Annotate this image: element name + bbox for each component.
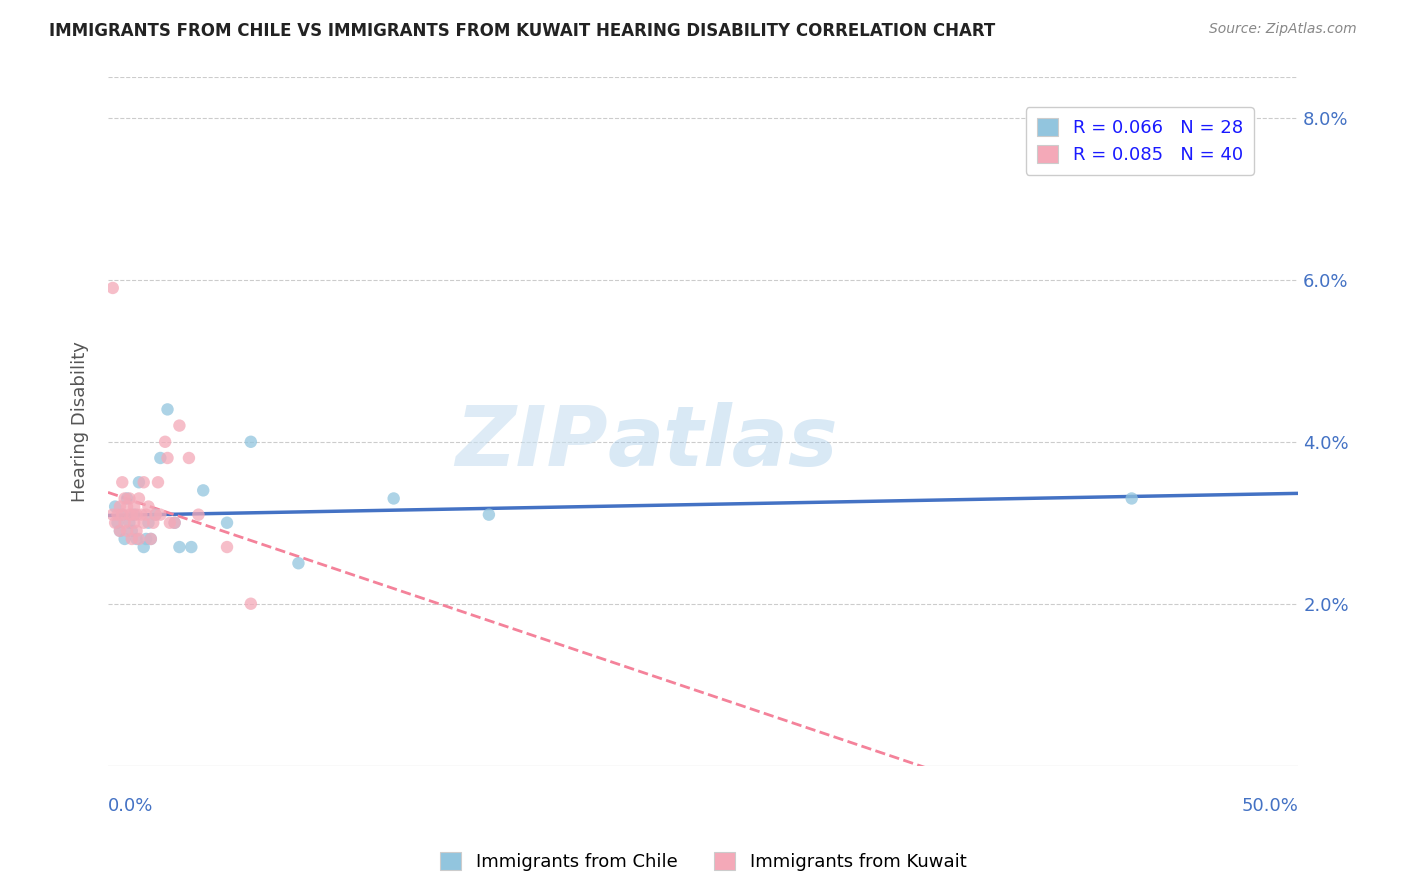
Point xyxy=(114,491,136,506)
Text: Source: ZipAtlas.com: Source: ZipAtlas.com xyxy=(1209,22,1357,37)
Point xyxy=(187,508,209,522)
Point xyxy=(115,500,138,514)
Point xyxy=(132,516,155,530)
Point xyxy=(128,491,150,506)
Point xyxy=(115,491,138,506)
Point xyxy=(108,524,131,538)
Point xyxy=(128,532,150,546)
Text: 0.0%: 0.0% xyxy=(108,797,153,814)
Point xyxy=(138,516,160,530)
Point xyxy=(239,597,262,611)
Point xyxy=(132,540,155,554)
Point xyxy=(121,532,143,546)
Point xyxy=(156,450,179,465)
Point xyxy=(156,402,179,417)
Point xyxy=(121,508,143,522)
Point xyxy=(149,450,172,465)
Point xyxy=(149,508,172,522)
Point xyxy=(111,508,134,522)
Point xyxy=(128,475,150,490)
Point xyxy=(118,491,141,506)
Point xyxy=(382,491,405,506)
Point xyxy=(107,508,129,522)
Point xyxy=(131,508,153,522)
Point xyxy=(125,532,148,546)
Point xyxy=(239,434,262,449)
Point xyxy=(145,508,167,522)
Y-axis label: Hearing Disability: Hearing Disability xyxy=(72,341,89,502)
Point xyxy=(111,475,134,490)
Legend: Immigrants from Chile, Immigrants from Kuwait: Immigrants from Chile, Immigrants from K… xyxy=(433,845,973,879)
Point xyxy=(287,556,309,570)
Point xyxy=(1121,491,1143,506)
Point xyxy=(122,516,145,530)
Point xyxy=(139,532,162,546)
Point xyxy=(478,508,501,522)
Point xyxy=(122,508,145,522)
Point xyxy=(101,281,124,295)
Point xyxy=(138,500,160,514)
Point xyxy=(139,532,162,546)
Point xyxy=(101,508,124,522)
Point xyxy=(111,508,134,522)
Text: ZIP: ZIP xyxy=(456,401,607,483)
Point xyxy=(180,540,202,554)
Point xyxy=(215,540,238,554)
Point xyxy=(104,516,127,530)
Point xyxy=(132,475,155,490)
Point xyxy=(142,516,165,530)
Point xyxy=(177,450,200,465)
Point xyxy=(114,532,136,546)
Point xyxy=(215,516,238,530)
Point xyxy=(104,500,127,514)
Point xyxy=(118,508,141,522)
Point xyxy=(114,516,136,530)
Point xyxy=(118,516,141,530)
Point xyxy=(107,516,129,530)
Point xyxy=(125,524,148,538)
Point xyxy=(122,500,145,514)
Point xyxy=(193,483,215,498)
Point xyxy=(163,516,186,530)
Text: atlas: atlas xyxy=(607,401,838,483)
Point xyxy=(153,434,176,449)
Point xyxy=(146,475,169,490)
Point xyxy=(115,524,138,538)
Point xyxy=(169,540,191,554)
Legend: R = 0.066   N = 28, R = 0.085   N = 40: R = 0.066 N = 28, R = 0.085 N = 40 xyxy=(1026,107,1254,175)
Point xyxy=(163,516,186,530)
Text: IMMIGRANTS FROM CHILE VS IMMIGRANTS FROM KUWAIT HEARING DISABILITY CORRELATION C: IMMIGRANTS FROM CHILE VS IMMIGRANTS FROM… xyxy=(49,22,995,40)
Point xyxy=(135,508,157,522)
Point xyxy=(135,532,157,546)
Point xyxy=(108,524,131,538)
Point xyxy=(125,508,148,522)
Point xyxy=(159,516,181,530)
Point xyxy=(108,500,131,514)
Point xyxy=(121,524,143,538)
Text: 50.0%: 50.0% xyxy=(1241,797,1298,814)
Point xyxy=(145,508,167,522)
Point xyxy=(169,418,191,433)
